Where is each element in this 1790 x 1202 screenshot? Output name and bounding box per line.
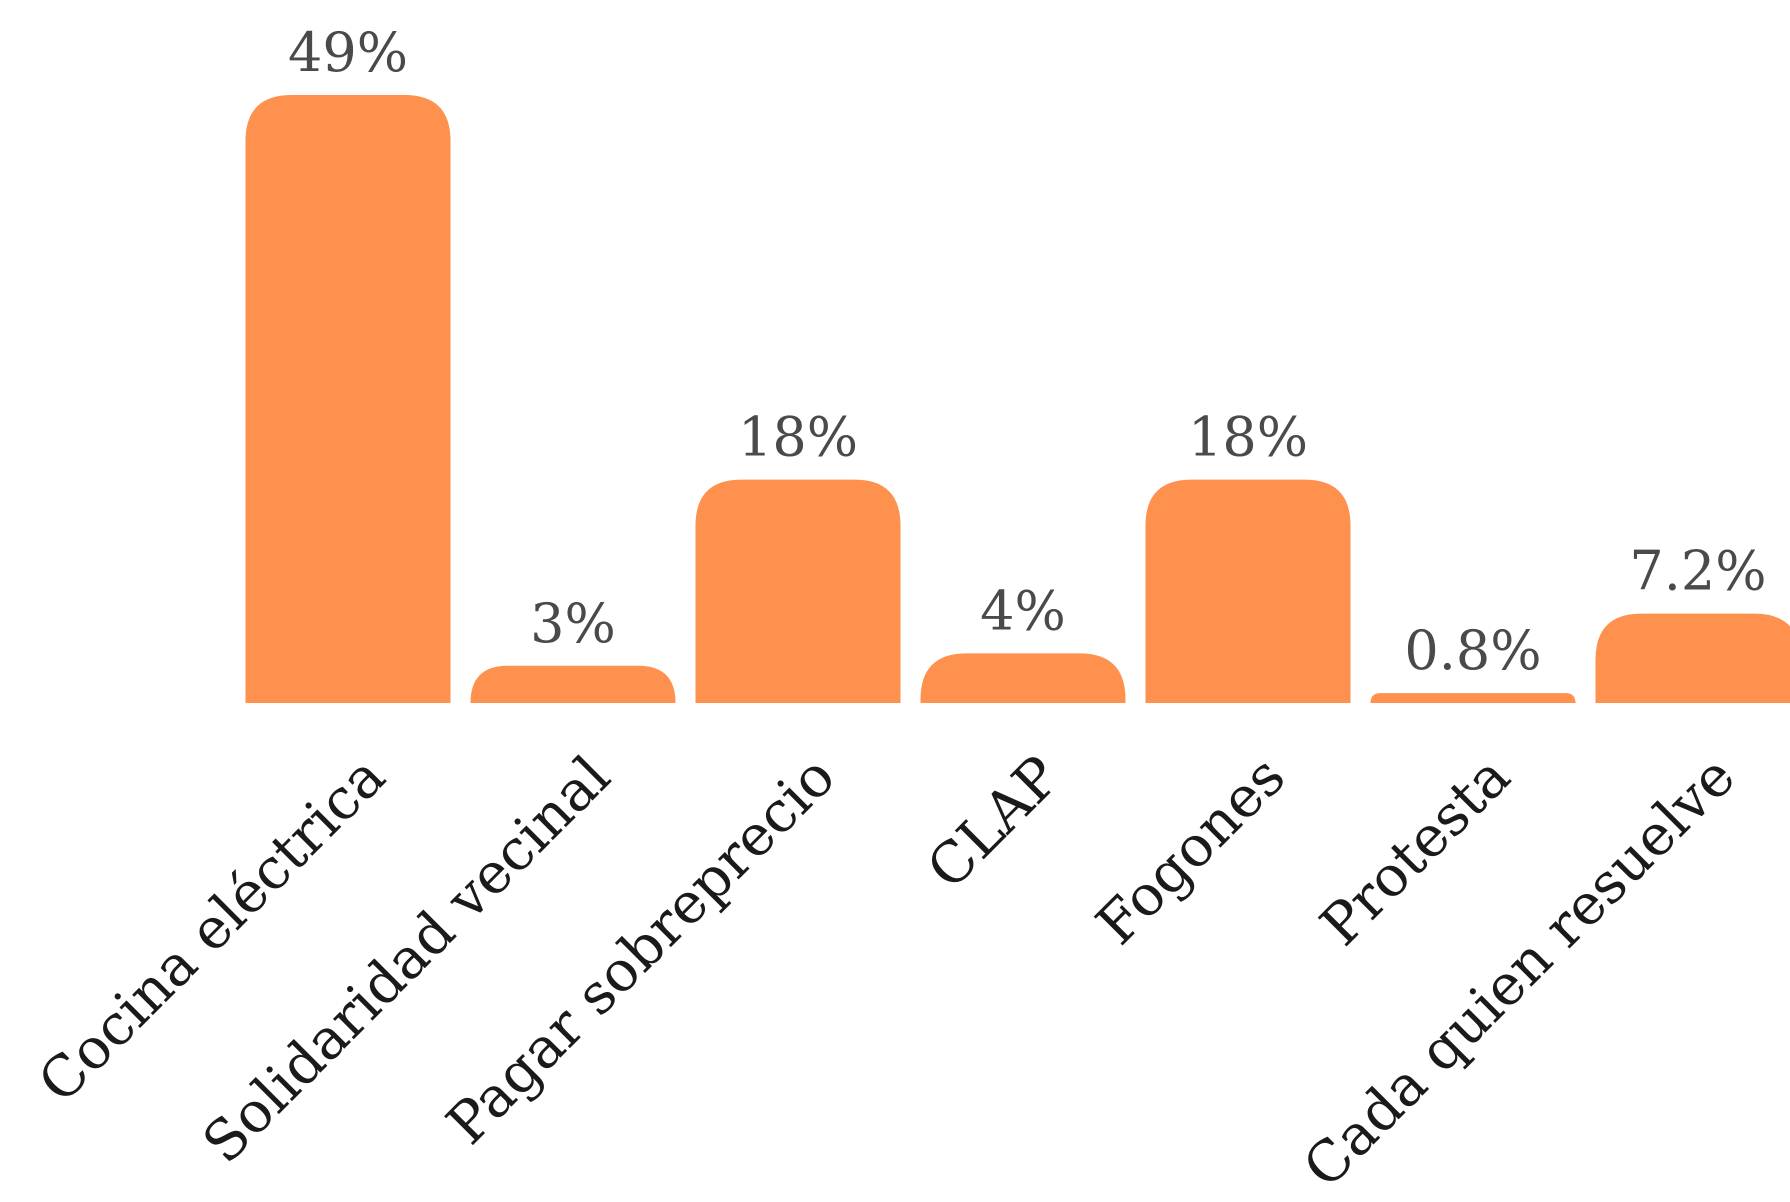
category-label-solidaridad-vecinal: Solidaridad vecinal [191,744,623,1176]
bar-cocina-electrica [245,95,451,703]
bar-cada-quien-resuelve [1595,613,1790,703]
category-label-pagar-sobreprecio: Pagar sobreprecio [435,744,848,1157]
category-label-protesta: Protesta [1308,744,1523,959]
bar-solidaridad-vecinal [470,665,676,703]
category-label-cada-quien-resuelve: Cada quien resuelve [1291,744,1748,1201]
value-label-cocina-electrica: 49% [288,21,408,84]
bars-group [245,95,1790,703]
category-label-clap: CLAP [915,744,1073,902]
value-label-pagar-sobreprecio: 18% [738,406,858,469]
value-labels-group: 49% 3% 18% 4% 18% 0.8% 7.2% [288,21,1767,682]
value-label-clap: 4% [980,579,1066,642]
category-label-fogones: Fogones [1084,744,1298,958]
value-label-protesta: 0.8% [1404,619,1541,682]
value-label-solidaridad-vecinal: 3% [530,592,616,655]
bar-pagar-sobreprecio [695,479,901,703]
bar-fogones [1145,479,1351,703]
value-label-fogones: 18% [1188,406,1308,469]
bar-protesta [1370,693,1576,703]
bar-clap [920,653,1126,703]
value-label-cada-quien-resuelve: 7.2% [1629,540,1766,603]
